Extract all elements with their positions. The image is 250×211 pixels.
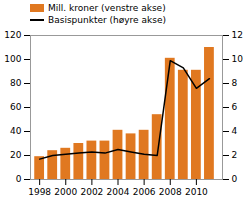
- svg-text:0: 0: [232, 174, 238, 184]
- html-text:Mill. kroner (venstre akse): Mill. kroner (venstre akse): [48, 3, 166, 13]
- svg-text:40: 40: [10, 126, 22, 136]
- svg-text:1998: 1998: [28, 187, 51, 197]
- svg-text:60: 60: [10, 102, 22, 112]
- svg-text:2000: 2000: [54, 187, 77, 197]
- svg-text:8: 8: [232, 78, 238, 88]
- svg-text:4: 4: [232, 126, 238, 136]
- svg-text:2006: 2006: [133, 187, 156, 197]
- svg-text:12: 12: [232, 30, 243, 40]
- svg-text:120: 120: [4, 30, 21, 40]
- svg-text:20: 20: [10, 150, 22, 160]
- svg-text:0: 0: [16, 174, 22, 184]
- svg-text:100: 100: [4, 54, 21, 64]
- html-text:Basispunkter (høyre akse): Basispunkter (høyre akse): [48, 15, 166, 25]
- svg-text:2004: 2004: [107, 187, 130, 197]
- svg-text:2002: 2002: [80, 187, 103, 197]
- svg-text:80: 80: [10, 78, 22, 88]
- svg-text:2008: 2008: [159, 187, 182, 197]
- svg-text:10: 10: [232, 54, 244, 64]
- svg-text:2: 2: [232, 150, 238, 160]
- svg-text:6: 6: [232, 102, 238, 112]
- svg-text:2010: 2010: [185, 187, 208, 197]
